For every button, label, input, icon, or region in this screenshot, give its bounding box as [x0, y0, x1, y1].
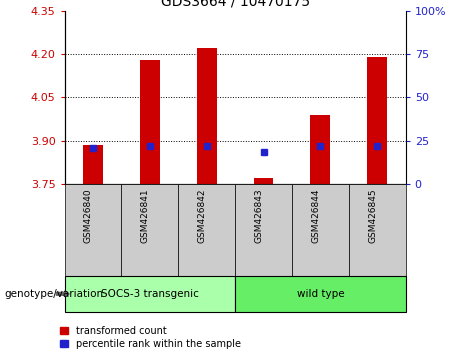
- Text: SOCS-3 transgenic: SOCS-3 transgenic: [101, 289, 199, 299]
- Bar: [65, 184, 121, 276]
- Text: GSM426840: GSM426840: [84, 189, 93, 243]
- Bar: [65, 276, 235, 312]
- Bar: [121, 184, 178, 276]
- Bar: [178, 184, 235, 276]
- Text: GSM426843: GSM426843: [254, 189, 264, 243]
- Text: genotype/variation: genotype/variation: [5, 289, 104, 299]
- Bar: [235, 184, 292, 276]
- Text: wild type: wild type: [296, 289, 344, 299]
- Bar: [367, 57, 387, 184]
- Text: GSM426842: GSM426842: [198, 189, 207, 243]
- Legend: transformed count, percentile rank within the sample: transformed count, percentile rank withi…: [60, 326, 241, 349]
- Bar: [197, 48, 217, 184]
- Bar: [83, 145, 103, 184]
- Bar: [349, 184, 406, 276]
- Bar: [254, 178, 273, 184]
- Bar: [140, 60, 160, 184]
- Title: GDS3664 / 10470175: GDS3664 / 10470175: [160, 0, 310, 8]
- Text: GSM426845: GSM426845: [368, 189, 377, 243]
- Text: GSM426841: GSM426841: [141, 189, 150, 243]
- Bar: [292, 184, 349, 276]
- Bar: [235, 276, 406, 312]
- Bar: [310, 115, 331, 184]
- Text: GSM426844: GSM426844: [311, 189, 320, 243]
